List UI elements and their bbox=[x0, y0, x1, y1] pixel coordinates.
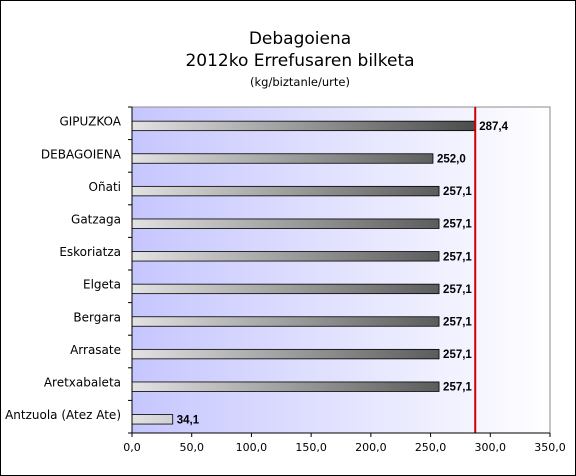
data-label-4: 257,1 bbox=[443, 219, 472, 231]
chart-subtitle: 2012ko Errefusaren bilketa bbox=[185, 51, 414, 71]
data-label-6: 257,1 bbox=[443, 284, 472, 296]
category-label-10: Antzuola (Atez Ate) bbox=[5, 408, 121, 422]
x-tick-label-8: 350,0 bbox=[534, 441, 566, 454]
category-label-5: Eskoriatza bbox=[59, 245, 121, 259]
category-label-2: DEBAGOIENA bbox=[41, 147, 122, 161]
data-label-2: 252,0 bbox=[437, 154, 466, 166]
bar-3 bbox=[131, 185, 440, 197]
x-tick-label-2: 50,0 bbox=[179, 441, 204, 454]
data-label-9: 257,1 bbox=[443, 382, 472, 394]
bar-6 bbox=[131, 283, 440, 295]
data-label-8: 257,1 bbox=[443, 349, 472, 361]
x-tick-label-1: 0,0 bbox=[123, 441, 141, 454]
data-label-1: 287,4 bbox=[479, 121, 508, 133]
category-label-9: Aretxabaleta bbox=[44, 375, 121, 389]
data-label-3: 257,1 bbox=[443, 186, 472, 198]
x-tick-label-5: 200,0 bbox=[355, 441, 387, 454]
x-tick-label-3: 100,0 bbox=[236, 441, 268, 454]
bar-2 bbox=[131, 153, 434, 164]
data-label-10: 34,1 bbox=[177, 414, 200, 426]
x-tick-label-6: 250,0 bbox=[415, 441, 447, 454]
chart-title: Debagoiena bbox=[249, 29, 351, 49]
bar-7 bbox=[131, 316, 440, 327]
bar-1 bbox=[131, 120, 476, 132]
bar-8 bbox=[131, 348, 440, 360]
category-label-1: GIPUZKOA bbox=[59, 115, 121, 129]
category-label-7: Bergara bbox=[73, 310, 121, 324]
x-tick-label-7: 300,0 bbox=[475, 441, 507, 454]
bar-4 bbox=[131, 218, 440, 229]
bar-10 bbox=[131, 414, 174, 425]
category-label-3: Oñati bbox=[89, 180, 121, 194]
bar-5 bbox=[131, 251, 440, 262]
bar-9 bbox=[131, 381, 440, 392]
data-label-7: 257,1 bbox=[443, 317, 472, 329]
x-tick-label-4: 150,0 bbox=[295, 441, 327, 454]
chart-unit-label: (kg/biztanle/urte) bbox=[250, 75, 350, 89]
category-label-6: Elgeta bbox=[83, 278, 121, 292]
category-label-8: Arrasate bbox=[70, 343, 121, 357]
category-label-4: Gatzaga bbox=[71, 212, 121, 226]
data-label-5: 257,1 bbox=[443, 251, 472, 263]
